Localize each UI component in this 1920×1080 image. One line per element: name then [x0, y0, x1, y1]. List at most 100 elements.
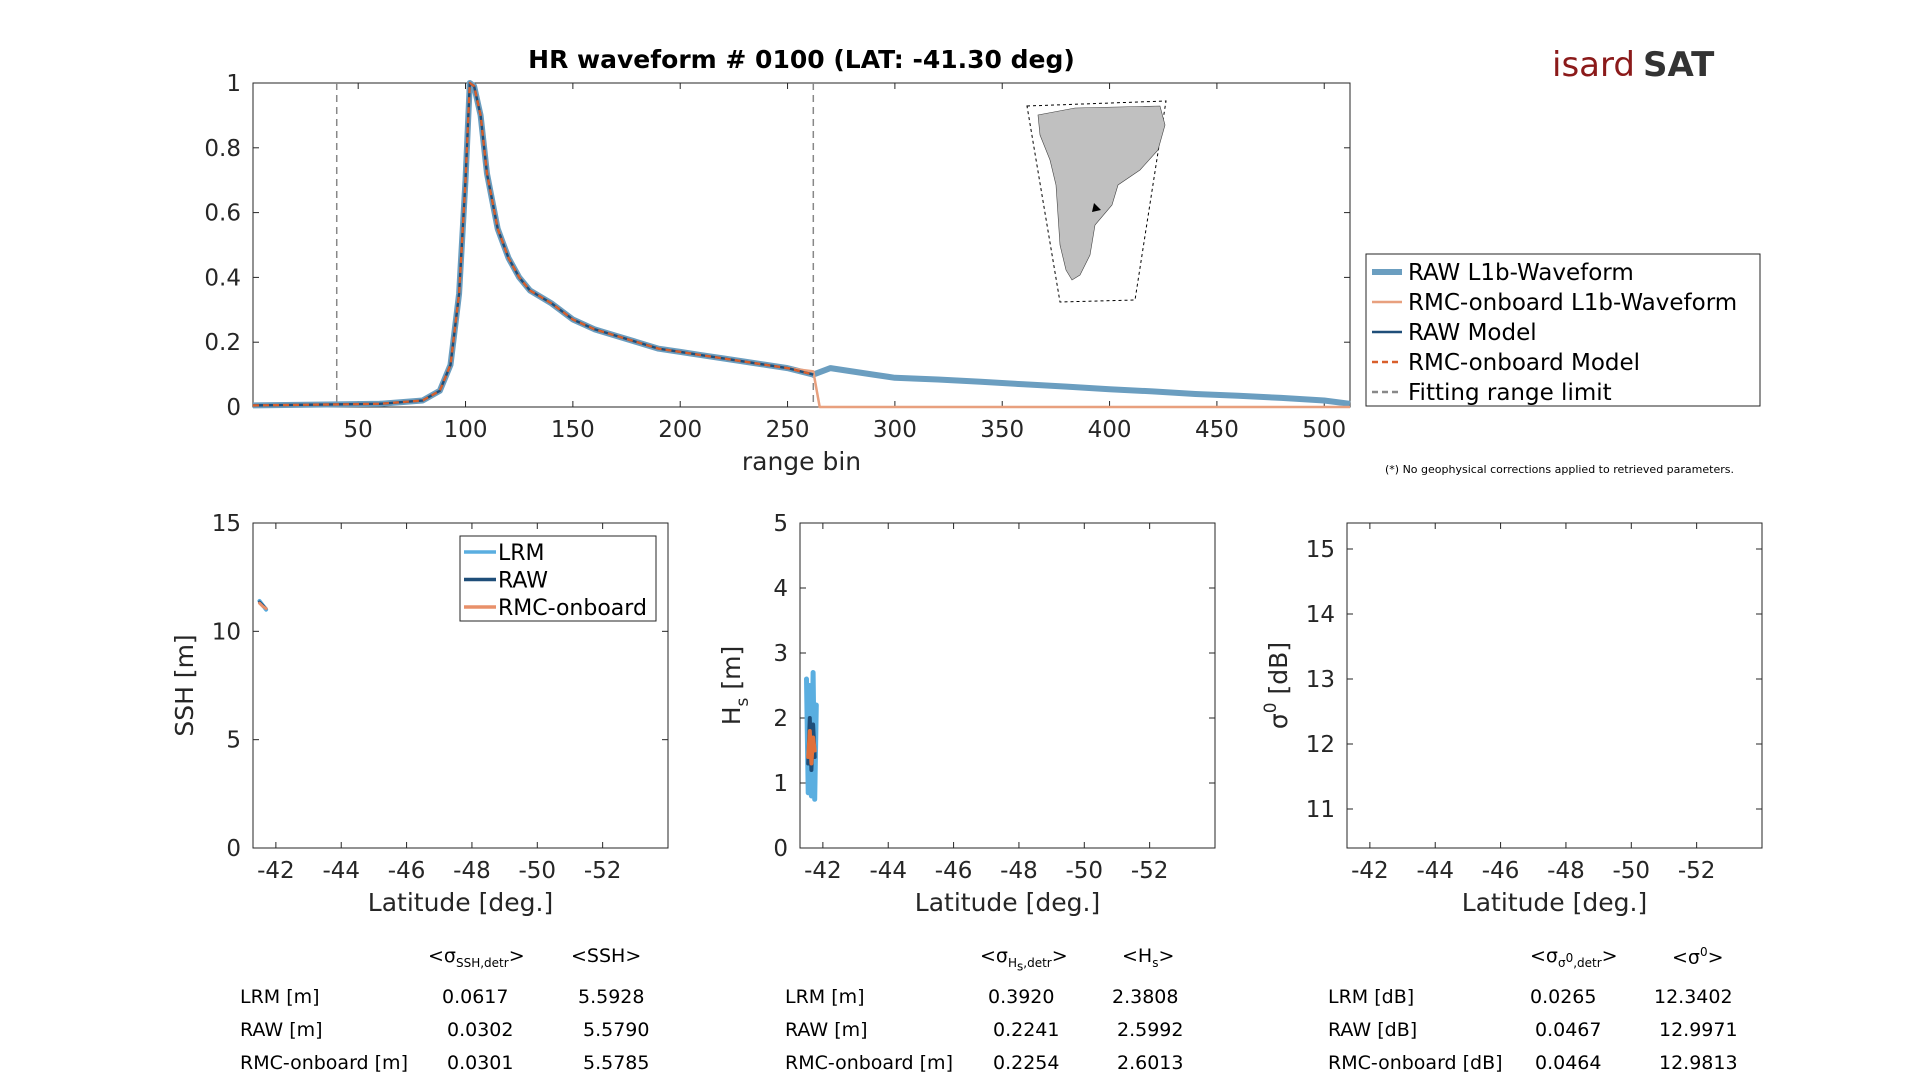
y-axis-label-2: Hs [m] — [717, 646, 753, 725]
sigma0-row-label-0: LRM [dB] — [1328, 986, 1415, 1008]
sigma0-std-sub: σ0,detr — [1557, 950, 1602, 970]
ssh-row-label-0: LRM [m] — [240, 986, 320, 1008]
corrections-note: (*) No geophysical corrections applied t… — [1385, 463, 1734, 476]
x-axis-label-2: Latitude [deg.] — [915, 888, 1100, 917]
ssh-row-std-0: 0.0617 — [442, 986, 509, 1008]
y-tick-label-3-2: 13 — [1306, 667, 1335, 693]
hs-row-std-1: 0.2241 — [993, 1019, 1060, 1041]
y-axis-label-sup-3: 0 — [1261, 702, 1281, 713]
x-tick-label-1-5: -52 — [584, 858, 622, 884]
x-axis-label-0: range bin — [742, 447, 861, 476]
hs-row-mean-0: 2.3808 — [1112, 986, 1179, 1008]
sigma0-row-label-2: RMC-onboard [dB] — [1328, 1052, 1503, 1074]
x-tick-label-0-4: 250 — [766, 417, 810, 443]
x-tick-label-0-9: 500 — [1302, 417, 1346, 443]
legend-box — [1365, 253, 1761, 407]
x-tick-label-2-4: -50 — [1066, 858, 1104, 884]
hs-chart: -42 -44 -46 -48 -50 -52 0 1 2 3 4 5 Latitude [deg.] H… — [717, 511, 1216, 917]
sigma0-stats-header-mean: <σ0> — [1672, 945, 1724, 969]
sigma0-mean-sup: 0 — [1699, 945, 1708, 959]
x-tick-label-1-4: -50 — [519, 858, 557, 884]
y-tick-label-2-5: 5 — [773, 511, 788, 537]
y-tick-label-2-3: 3 — [773, 641, 788, 667]
plot-area-0 — [252, 82, 1351, 408]
x-tick-label-0-1: 100 — [444, 417, 488, 443]
x-tick-label-1-3: -48 — [453, 858, 491, 884]
ssh-chart: -42 -44 -46 -48 -50 -52 0 5 10 15 Latitude [deg.] S… — [170, 511, 669, 917]
hs-std-sub: Hs,detr — [1007, 955, 1052, 974]
ssh-row-std-1: 0.0302 — [447, 1019, 514, 1041]
hs-row-std-0: 0.3920 — [988, 986, 1055, 1008]
logo-text-b: SAT — [1643, 45, 1715, 85]
x-tick-label-2-3: -48 — [1000, 858, 1038, 884]
y-tick-label-0-3: 0.6 — [204, 201, 241, 227]
y-axis-label-main-2: H — [717, 706, 746, 725]
hs-row-label-2: RMC-onboard [m] — [785, 1052, 953, 1074]
series-line-1-2 — [258, 601, 268, 611]
y-axis-label-sub-2: s — [733, 697, 753, 706]
ssh-legend-label-1: RAW — [498, 569, 548, 594]
x-tick-label-0-3: 200 — [658, 417, 702, 443]
legend-label-4: Fitting range limit — [1408, 380, 1612, 406]
series-line-2-2 — [806, 729, 817, 766]
x-tick-label-3-1: -44 — [1416, 858, 1454, 884]
y-tick-label-0-1: 0.2 — [204, 330, 241, 356]
sigma0-stats-header-std: <σσ0,detr> — [1530, 945, 1618, 970]
x-tick-label-1-1: -44 — [322, 858, 360, 884]
x-tick-label-3-4: -50 — [1613, 858, 1651, 884]
y-tick-label-3-0: 11 — [1306, 797, 1335, 823]
plot-area-3 — [1346, 522, 1763, 849]
sigma0-row-mean-2: 12.9813 — [1659, 1052, 1738, 1074]
y-tick-label-1-0: 0 — [226, 836, 241, 862]
plot-area-2 — [799, 522, 1216, 849]
y-axis-label-unit-3: [dB] — [1264, 642, 1293, 702]
sigma0-row-std-0: 0.0265 — [1530, 986, 1597, 1008]
y-tick-label-1-3: 15 — [212, 511, 241, 537]
sigma0-row-mean-0: 12.3402 — [1654, 986, 1733, 1008]
sigma0-row-label-1: RAW [dB] — [1328, 1019, 1418, 1041]
ssh-std-sub: SSH,detr — [455, 955, 509, 970]
y-tick-label-0-4: 0.8 — [204, 136, 241, 162]
y-tick-label-2-4: 4 — [773, 576, 788, 602]
ssh-row-label-1: RAW [m] — [240, 1019, 323, 1041]
hs-row-std-2: 0.2254 — [993, 1052, 1060, 1074]
waveform-legend: RAW L1b-Waveform RMC-onboard L1b-Waveform… — [1365, 253, 1761, 407]
x-tick-label-0-5: 300 — [873, 417, 917, 443]
ssh-stats-header-std: <σSSH,detr> — [428, 945, 525, 970]
x-tick-label-3-5: -52 — [1678, 858, 1716, 884]
x-tick-label-1-2: -46 — [388, 858, 426, 884]
y-tick-label-1-1: 5 — [226, 728, 241, 754]
legend-label-1: RMC-onboard L1b-Waveform — [1408, 290, 1737, 316]
ssh-row-mean-2: 5.5785 — [583, 1052, 650, 1074]
x-tick-label-1-0: -42 — [257, 858, 295, 884]
waveform-title: HR waveform # 0100 (LAT: -41.30 deg) — [528, 45, 1075, 74]
legend-label-0: RAW L1b-Waveform — [1408, 260, 1634, 286]
series-line-2-0 — [804, 670, 819, 802]
x-tick-label-3-3: -48 — [1547, 858, 1585, 884]
y-tick-label-1-2: 10 — [212, 619, 241, 645]
series-line-3 — [252, 81, 814, 407]
x-tick-label-2-5: -52 — [1131, 858, 1169, 884]
south-america-map-icon — [1026, 100, 1167, 303]
ssh-stats-header-mean: <SSH> — [571, 945, 642, 967]
y-axis-label-3: σ0 [dB] — [1261, 642, 1293, 729]
x-tick-label-0-6: 350 — [980, 417, 1024, 443]
hs-row-label-1: RAW [m] — [785, 1019, 868, 1041]
ssh-legend-label-0: LRM — [498, 541, 545, 566]
hs-row-mean-1: 2.5992 — [1117, 1019, 1184, 1041]
y-tick-label-0-5: 1 — [226, 71, 241, 97]
y-axis-label-main-3: σ — [1264, 713, 1293, 729]
isardsat-logo: isard SAT — [1552, 45, 1715, 85]
waveform-chart: 50 100 150 200 250 300 350 400 450 500 0 0.2 0.4 0.6 0… — [204, 45, 1761, 476]
hs-row-label-0: LRM [m] — [785, 986, 865, 1008]
hs-row-mean-2: 2.6013 — [1117, 1052, 1184, 1074]
y-tick-label-2-2: 2 — [773, 706, 788, 732]
x-tick-label-0-7: 400 — [1088, 417, 1132, 443]
y-tick-label-2-0: 0 — [773, 836, 788, 862]
y-tick-label-3-4: 15 — [1306, 537, 1335, 563]
y-axis-label-unit-2: [m] — [717, 646, 746, 698]
ssh-legend-label-2: RMC-onboard — [498, 596, 647, 621]
x-tick-label-0-0: 50 — [344, 417, 373, 443]
y-tick-label-0-2: 0.4 — [204, 265, 241, 291]
